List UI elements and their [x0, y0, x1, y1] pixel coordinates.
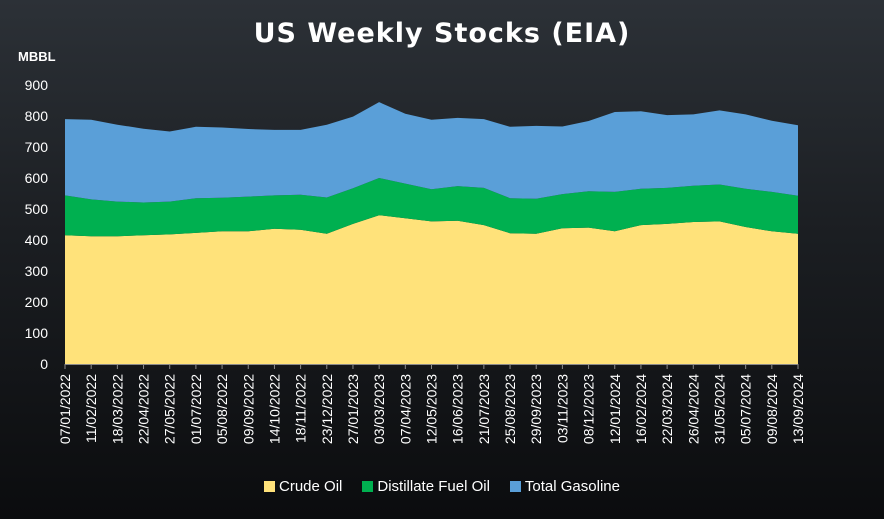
- x-tick-label: 05/08/2022: [214, 374, 230, 444]
- x-tick-label: 26/04/2024: [685, 374, 701, 444]
- area-layer: [65, 102, 798, 364]
- y-tick-label: 200: [25, 294, 49, 310]
- legend-item-crude-oil: Crude Oil: [264, 478, 342, 495]
- x-tick-label: 18/03/2022: [109, 374, 125, 444]
- legend-item-total-gasoline: Total Gasoline: [509, 478, 620, 495]
- y-tick-label: 900: [25, 77, 49, 93]
- x-tick-label: 12/01/2024: [607, 374, 623, 444]
- x-tick-label: 14/10/2022: [266, 374, 282, 444]
- y-axis: 0 100 200 300 400 500 600 700 800 900: [25, 77, 49, 372]
- legend-swatch-total-gasoline: [509, 481, 521, 492]
- y-tick-label: 800: [25, 108, 49, 124]
- y-tick-label: 300: [25, 263, 49, 279]
- x-tick-label: 11/02/2022: [83, 374, 99, 443]
- x-tick-label: 21/07/2023: [476, 374, 492, 444]
- y-tick-label: 500: [25, 201, 49, 217]
- x-tick-label: 31/05/2024: [711, 374, 727, 444]
- x-tick-label: 27/01/2023: [345, 374, 361, 444]
- x-tick-label: 29/09/2023: [528, 374, 544, 444]
- x-tick-label: 25/08/2023: [502, 374, 518, 444]
- x-tick-label: 01/07/2022: [188, 374, 204, 444]
- y-axis-unit-label: MBBL: [18, 49, 56, 64]
- y-tick-label: 600: [25, 170, 49, 186]
- y-tick-label: 0: [40, 356, 48, 372]
- y-tick-label: 700: [25, 139, 49, 155]
- x-tick-label: 13/09/2024: [790, 374, 806, 444]
- x-tick-label: 03/03/2023: [371, 374, 387, 444]
- x-tick-label: 16/02/2024: [633, 374, 649, 444]
- x-tick-label: 05/07/2024: [738, 374, 754, 444]
- x-tick-label: 18/11/2022: [293, 374, 309, 443]
- area-crude-oil: [65, 215, 798, 364]
- x-tick-label: 03/11/2023: [554, 374, 570, 443]
- area-distillate-fuel-oil: [65, 178, 798, 237]
- x-tick-label: 22/03/2024: [659, 374, 675, 444]
- area-total-gasoline: [65, 102, 798, 203]
- x-tick-label: 16/06/2023: [450, 374, 466, 444]
- legend: Crude Oil Distillate Fuel Oil Total Gaso…: [0, 478, 884, 495]
- legend-label-crude-oil: Crude Oil: [279, 478, 343, 495]
- x-tick-label: 12/05/2023: [424, 374, 440, 444]
- x-tick-label: 23/12/2022: [319, 374, 335, 444]
- legend-item-distillate-fuel-oil: Distillate Fuel Oil: [362, 478, 490, 495]
- legend-swatch-distillate-fuel-oil: [362, 481, 374, 492]
- legend-swatch-crude-oil: [264, 481, 276, 492]
- x-tick-label: 09/09/2022: [240, 374, 256, 444]
- x-tick-label: 09/08/2024: [764, 374, 780, 444]
- legend-label-distillate-fuel-oil: Distillate Fuel Oil: [377, 478, 490, 495]
- x-tick-label: 07/01/2022: [57, 374, 73, 444]
- x-tick-label: 27/05/2022: [162, 374, 178, 444]
- y-tick-label: 400: [25, 232, 49, 248]
- y-tick-label: 100: [25, 325, 49, 341]
- x-tick-label: 08/12/2023: [581, 374, 597, 444]
- legend-label-total-gasoline: Total Gasoline: [524, 478, 620, 495]
- x-tick-label: 22/04/2022: [136, 374, 152, 444]
- x-tick-label: 07/04/2023: [397, 374, 413, 444]
- chart-title: US Weekly Stocks (EIA): [253, 18, 631, 49]
- x-axis: 07/01/2022 11/02/2022 18/03/2022 22/04/2022…: [57, 364, 806, 444]
